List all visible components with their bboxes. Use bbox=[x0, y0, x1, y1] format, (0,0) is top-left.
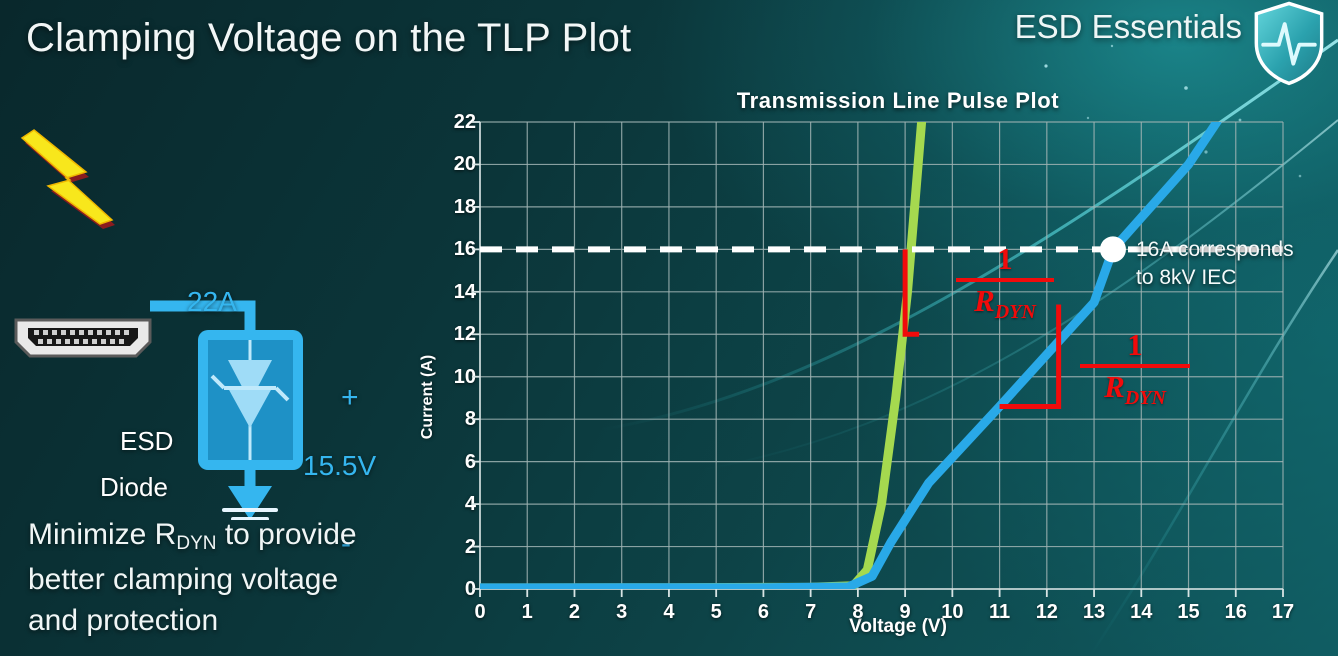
x-tick-label: 2 bbox=[568, 601, 581, 623]
chart-series bbox=[480, 122, 1222, 589]
marker-point-16a bbox=[1099, 236, 1126, 263]
y-tick-label: 2 bbox=[464, 535, 476, 558]
clamp-voltage-label: 15.5V bbox=[303, 450, 377, 481]
caption-line2: better clamping voltage bbox=[28, 563, 339, 596]
slope-fraction-high-rdyn: 1 RDYN bbox=[1080, 327, 1190, 415]
marker-annotation-line1: 16A corresponds bbox=[1136, 238, 1294, 261]
esd-diode-diagram: 22A ESD Diode 15.5V + - bbox=[0, 120, 420, 560]
x-tick-label: 4 bbox=[663, 601, 675, 623]
y-tick-label: 8 bbox=[464, 408, 476, 431]
shield-heartbeat-icon bbox=[1254, 1, 1324, 86]
fraction-denominator: RDYN bbox=[974, 283, 1036, 324]
y-tick-label: 6 bbox=[464, 450, 476, 473]
x-tick-label: 7 bbox=[805, 601, 817, 623]
chart-title: Transmission Line Pulse Plot bbox=[736, 88, 1060, 113]
y-tick-label: 16 bbox=[453, 238, 476, 261]
y-tick-label: 0 bbox=[464, 578, 476, 600]
x-tick-label: 0 bbox=[474, 601, 486, 623]
y-tick-label: 18 bbox=[453, 195, 476, 218]
marker-annotation-line2: to 8kV IEC bbox=[1136, 266, 1237, 289]
y-tick-label: 4 bbox=[464, 493, 476, 516]
tlp-chart: Transmission Line Pulse Plot Current (A)… bbox=[408, 88, 1338, 656]
esd-label-line2: Diode bbox=[100, 472, 168, 502]
page-title: Clamping Voltage on the TLP Plot bbox=[26, 16, 632, 60]
x-tick-label: 16 bbox=[1224, 601, 1247, 623]
y-tick-label: 20 bbox=[453, 153, 476, 176]
x-tick-label: 12 bbox=[1035, 601, 1058, 623]
fraction-numerator: 1 bbox=[1127, 327, 1143, 362]
y-tick-label: 22 bbox=[453, 111, 476, 133]
fraction-bar bbox=[956, 278, 1054, 282]
fraction-bar bbox=[1080, 364, 1190, 368]
fraction-numerator: 1 bbox=[997, 241, 1013, 276]
brand-label: ESD Essentials bbox=[1014, 8, 1242, 45]
caption-text: Minimize RDYN to provide better clamping… bbox=[28, 514, 448, 641]
x-tick-label: 5 bbox=[710, 601, 722, 623]
marker-annotation-text: 16A corresponds to 8kV IEC bbox=[1136, 236, 1294, 292]
polarity-minus-label: - bbox=[341, 527, 351, 560]
y-tick-label: 14 bbox=[453, 280, 476, 303]
caption-line1-sub: DYN bbox=[176, 533, 217, 554]
caption-line3: and protection bbox=[28, 604, 219, 637]
esd-label-line1: ESD bbox=[120, 426, 174, 456]
caption-line1-pre: Minimize R bbox=[28, 518, 177, 551]
x-axis-ticks: 0 1 2 3 4 5 6 7 8 9 10 11 12 13 14 15 16 17 bbox=[408, 88, 1338, 656]
slope-annotations bbox=[902, 249, 1062, 409]
x-tick-label: 15 bbox=[1177, 601, 1200, 623]
x-tick-label: 3 bbox=[616, 601, 628, 623]
x-tick-label: 11 bbox=[989, 601, 1011, 623]
x-tick-label: 14 bbox=[1130, 601, 1153, 623]
x-tick-label: 10 bbox=[941, 601, 964, 623]
x-tick-label: 1 bbox=[521, 601, 533, 623]
x-tick-label: 17 bbox=[1271, 601, 1295, 623]
plot-area bbox=[472, 121, 1284, 597]
y-tick-label: 10 bbox=[453, 365, 476, 388]
y-axis-ticks: 0 2 4 6 8 10 12 14 16 18 20 22 bbox=[408, 88, 476, 656]
current-label: 22A bbox=[187, 286, 237, 317]
x-tick-label: 8 bbox=[852, 601, 864, 623]
y-tick-label: 12 bbox=[453, 323, 476, 346]
circuit-schematic bbox=[150, 300, 303, 520]
hdmi-connector-icon bbox=[14, 318, 152, 358]
x-tick-label: 13 bbox=[1082, 601, 1106, 623]
x-tick-label: 6 bbox=[757, 601, 769, 623]
x-tick-label: 9 bbox=[899, 601, 911, 623]
polarity-plus-label: + bbox=[341, 381, 359, 414]
fraction-denominator: RDYN bbox=[1104, 369, 1166, 410]
caption-line1-post: to provide bbox=[216, 518, 357, 551]
x-axis-label: Voltage (V) bbox=[849, 616, 947, 637]
slope-fraction-low-rdyn: 1 RDYN bbox=[956, 241, 1054, 329]
lightning-bolt-icon bbox=[20, 129, 115, 229]
